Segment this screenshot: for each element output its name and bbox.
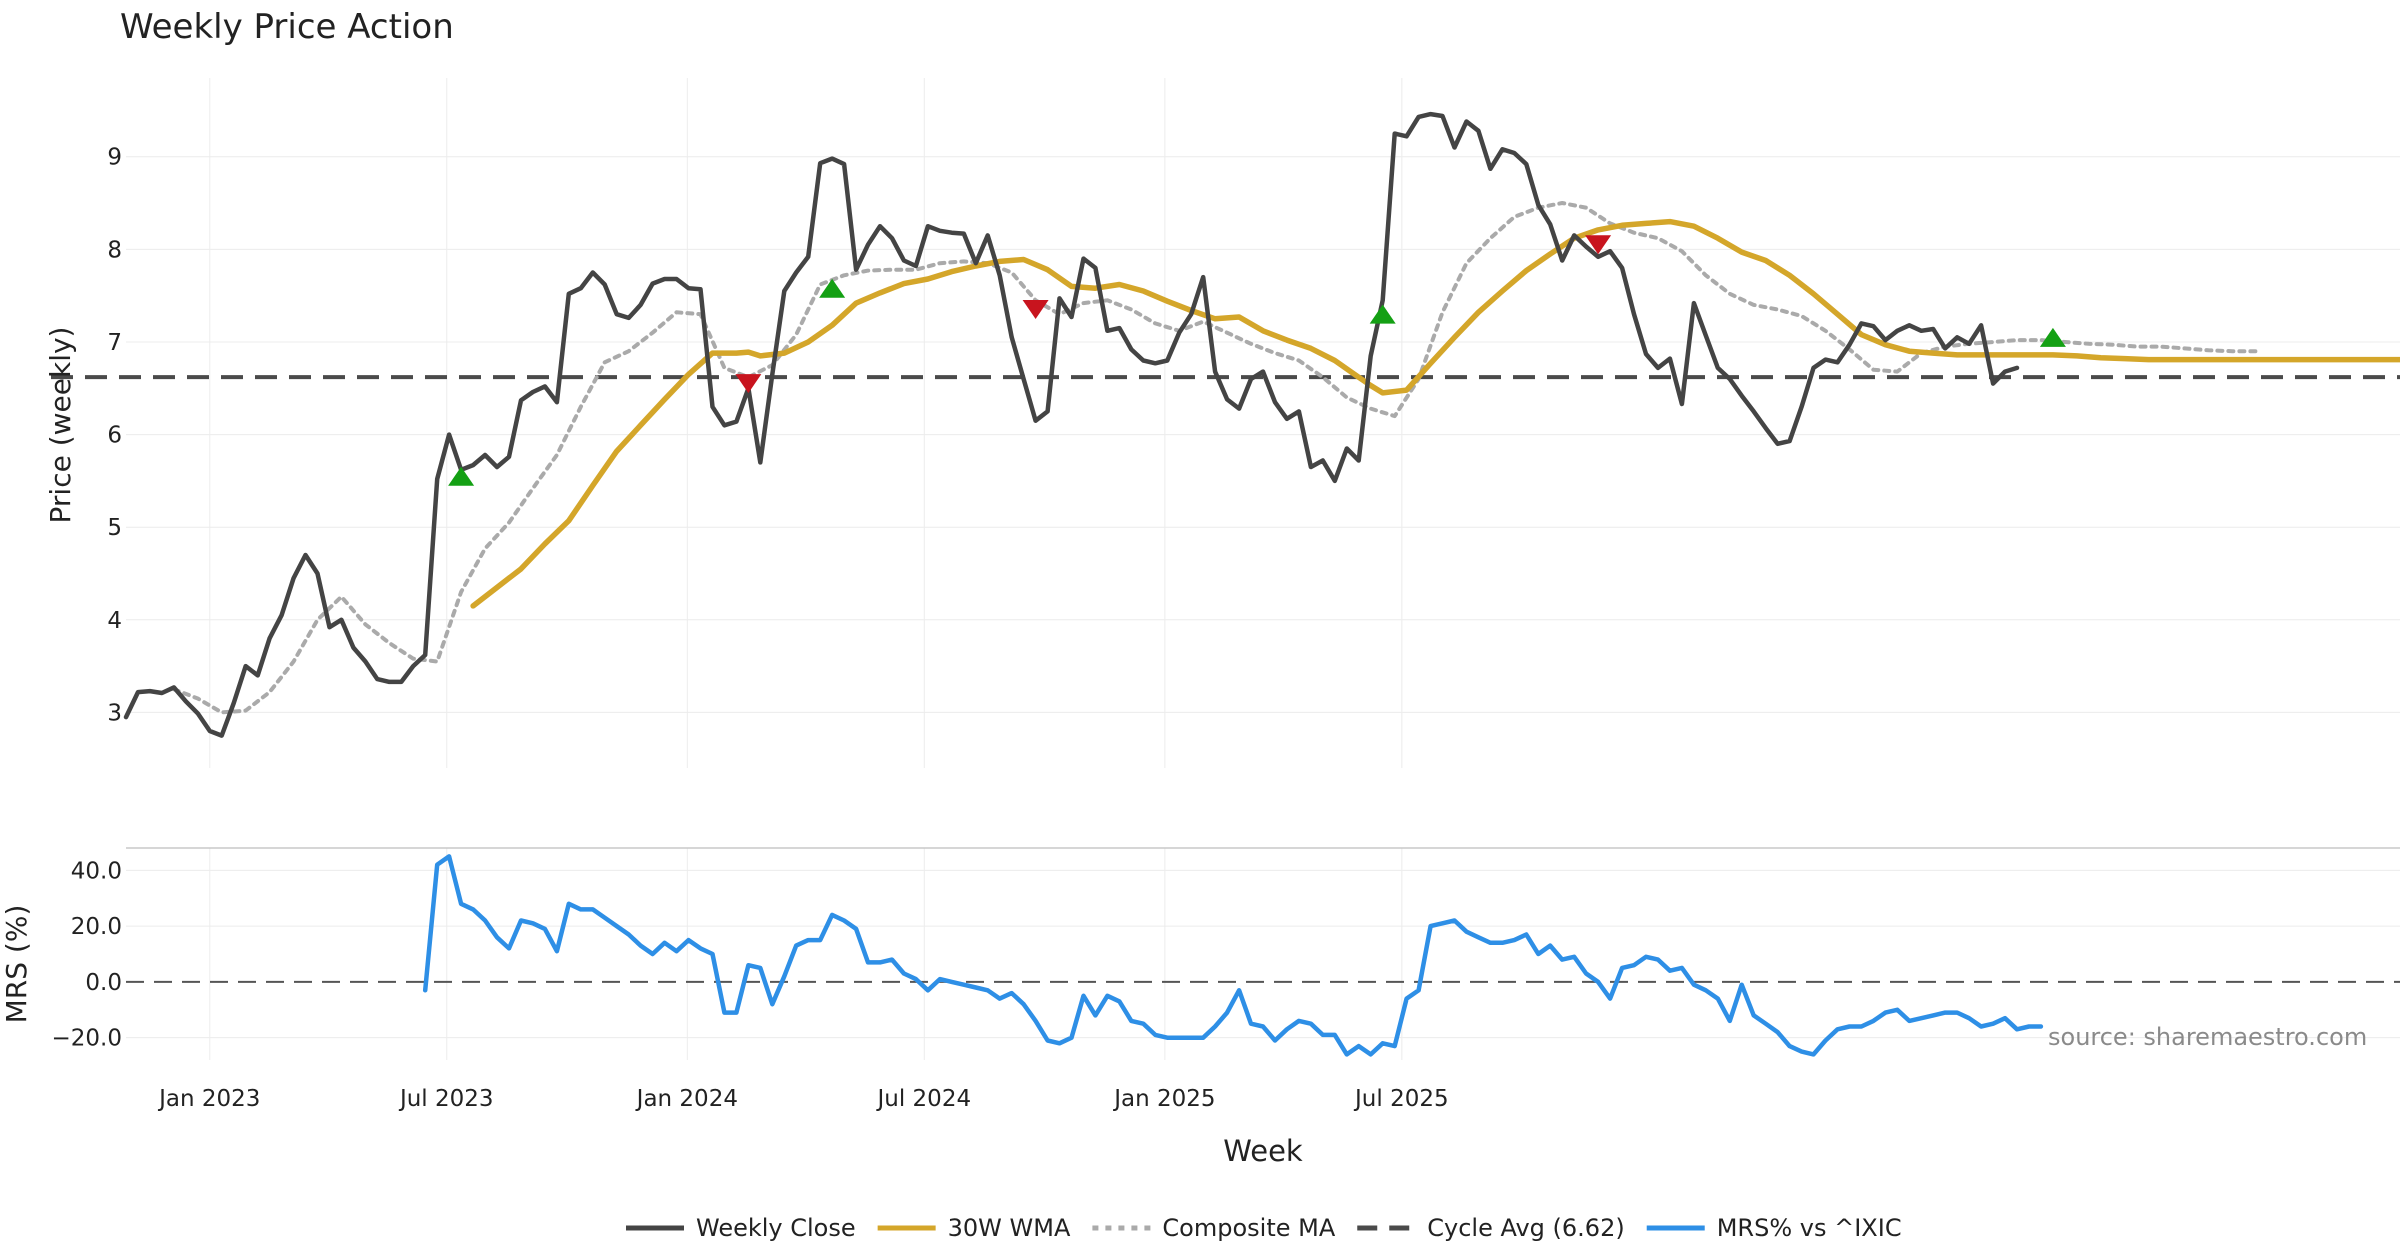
x-axis-label: Week — [1223, 1134, 1303, 1168]
legend-label-wma: 30W WMA — [948, 1214, 1071, 1242]
composite-series-line — [171, 201, 2259, 715]
legend-label-close: Weekly Close — [696, 1214, 856, 1242]
x-axis: Jan 2023 Jul 2023 Jan 2024 Jul 2024 Jan 2025… — [157, 1086, 1449, 1112]
sell-signal-marker — [1022, 300, 1049, 320]
legend-label-cycle: Cycle Avg (6.62) — [1427, 1214, 1624, 1242]
legend-label-mrs: MRS% vs ^IXIC — [1717, 1214, 1902, 1242]
source-note: source: sharemaestro.com — [2048, 1023, 2367, 1051]
price-ytick-label: 8 — [107, 237, 122, 263]
price-axis-label: Price (weekly) — [44, 327, 77, 524]
close-series-line — [123, 111, 2020, 738]
buy-signal-marker — [819, 278, 846, 298]
price-ytick-label: 7 — [107, 330, 122, 356]
x-tick-label: Jan 2024 — [635, 1086, 738, 1112]
x-tick-label: Jul 2025 — [1353, 1086, 1449, 1112]
legend: Weekly Close 30W WMA Composite MA Cycle Avg… — [626, 1214, 1902, 1242]
mrs-series-line — [422, 854, 2044, 1057]
mrs-ytick-label: 20.0 — [71, 914, 122, 940]
wma-series-line — [470, 218, 2400, 609]
mrs-ytick-label: 40.0 — [71, 858, 122, 884]
x-tick-label: Jan 2023 — [157, 1086, 260, 1112]
sell-signal-marker — [735, 374, 762, 394]
chart-title: Weekly Price Action — [120, 7, 454, 47]
x-tick-label: Jul 2024 — [875, 1086, 971, 1112]
price-ytick-label: 6 — [107, 423, 122, 449]
mrs-ytick-label: 0.0 — [85, 970, 122, 996]
legend-label-composite: Composite MA — [1162, 1214, 1335, 1242]
price-ytick-label: 9 — [107, 145, 122, 171]
mrs-ytick-label: −20.0 — [52, 1026, 122, 1052]
x-tick-label: Jul 2023 — [398, 1086, 494, 1112]
price-ytick-label: 5 — [107, 515, 122, 541]
buy-signal-marker — [2039, 327, 2066, 347]
sell-signal-marker — [1585, 235, 1612, 255]
price-ytick-label: 3 — [107, 700, 122, 726]
mrs-axis-label: MRS (%) — [0, 905, 33, 1024]
buy-signal-marker — [448, 466, 475, 486]
buy-signal-marker — [1369, 304, 1396, 324]
price-panel: 3 4 5 6 7 8 9 — [51, 78, 2400, 768]
mrs-panel: 40.0 20.0 0.0 −20.0 — [52, 847, 2400, 1060]
price-ytick-label: 4 — [107, 608, 122, 634]
x-tick-label: Jan 2025 — [1112, 1086, 1215, 1112]
